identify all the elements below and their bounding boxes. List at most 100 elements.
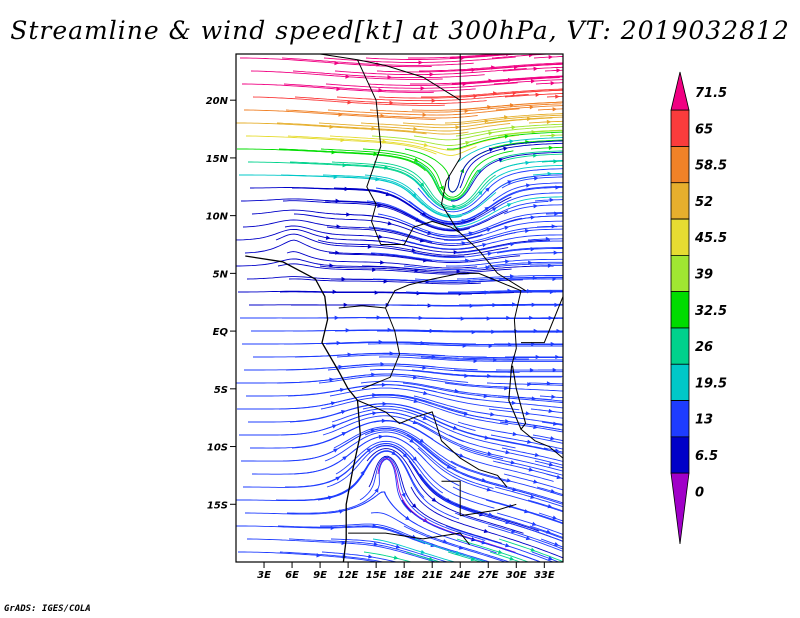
country-border [380,220,461,245]
lon-tick-label: 21E [422,570,443,581]
streamline-arrow [482,242,488,248]
streamline [499,153,563,163]
streamline [501,176,563,189]
streamline-arrow [470,556,476,562]
colorbar-swatch [670,400,690,438]
streamline-arrow [524,509,530,514]
streamline-arrow [527,289,532,294]
streamline-arrow [483,393,489,399]
colorbar-swatch [670,327,690,365]
streamline-arrow [531,302,537,307]
streamline-arrow [512,431,518,437]
streamline-arrow [505,259,510,264]
streamline-arrow [511,400,517,406]
streamline-arrow [554,211,559,216]
streamline-arrow [329,124,335,129]
lon-tick-label: 24E [450,570,471,581]
streamline [494,215,563,228]
streamline-arrow [344,186,350,192]
streamline [455,123,563,137]
streamline-arrow [487,251,493,256]
streamline-arrow [554,541,560,547]
lat-tick-label: 15S [207,500,228,511]
streamline-arrow [511,125,517,130]
streamline-arrow [330,525,336,531]
streamline-arrow [431,98,437,103]
lat-tick-label: 10N [206,212,229,223]
streamline-arrow [512,487,518,492]
streamline [455,395,563,409]
streamline-arrow [456,269,462,274]
streamline-arrow [378,87,383,93]
streamline-arrow [380,361,385,367]
streamline [486,116,563,124]
streamline-arrow [378,434,384,440]
streamline-arrow [504,225,510,230]
streamline [417,447,563,513]
streamline-arrow [535,354,541,360]
streamline-arrow [413,157,419,162]
streamline-arrow [373,541,379,547]
streamline-arrow [486,227,492,232]
country-border [440,54,526,292]
colorbar-label: 71.5 [695,86,727,101]
lat-tick-label: 5N [213,269,229,280]
streamline-arrow [421,211,427,216]
streamline [456,538,530,562]
streamline [401,499,542,562]
country-border [357,59,382,245]
streamline-arrow [555,185,560,190]
streamline [291,420,470,460]
streamline-arrow [529,367,535,373]
streamline-arrow [418,60,424,65]
streamline [443,220,563,241]
streamline-arrow [491,329,496,334]
streamline [453,369,563,373]
streamline-arrow [492,302,497,308]
streamline [527,499,563,512]
streamline-arrow [452,204,457,209]
streamline-arrow [505,519,511,525]
streamline [402,382,563,404]
streamline-arrow [504,134,510,139]
streamline-arrow [532,275,538,281]
streamline-arrow [455,550,461,555]
streamline-arrow [411,192,417,198]
streamline [275,233,465,258]
streamline-arrow [530,215,536,220]
streamline [501,447,563,462]
colorbar-swatch [670,218,690,256]
streamline-arrow [481,540,487,545]
streamline-arrow [491,207,497,212]
colorbar-swatch [670,182,690,220]
streamline-arrow [550,341,556,347]
streamline-arrow [546,381,552,386]
streamline-arrow [329,263,334,268]
streamline-arrow [533,204,539,209]
streamline-arrow [509,274,515,279]
map-frame [235,53,564,563]
streamline-arrow [548,54,554,60]
streamline-arrow [527,382,532,387]
streamline-arrow [422,415,428,420]
streamline-arrow [533,479,539,484]
streamline [378,356,563,362]
streamline [275,450,425,501]
streamline-arrow [507,180,513,185]
colorbar-swatch [670,436,690,474]
streamline-arrow [464,373,469,379]
streamline-arrow [509,103,515,108]
streamline-arrow [478,190,483,196]
lon-tick-label: 6E [285,570,299,581]
streamline-arrow [497,549,503,554]
streamline [419,473,563,540]
streamline-arrow [411,248,417,253]
streamline-arrow [530,79,536,84]
streamline-arrow [534,452,540,458]
country-border [521,296,563,344]
streamline [536,225,563,228]
streamline [321,551,399,562]
streamline-arrow [412,456,418,462]
streamline-arrow [487,451,493,456]
streamline-arrow [387,74,392,80]
